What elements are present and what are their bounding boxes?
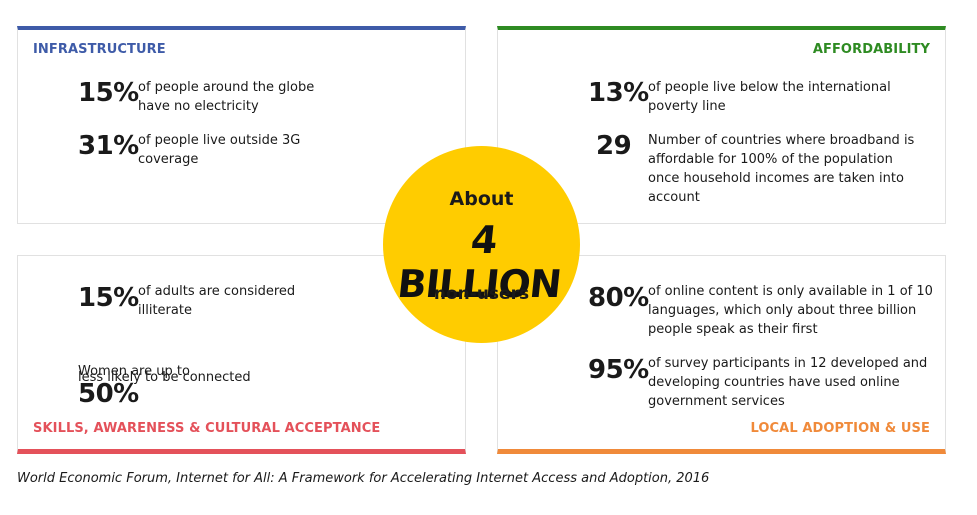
center-circle: About 4 BILLION non-users (383, 146, 580, 343)
center-non-users: non-users (433, 284, 530, 304)
local-stat-1-text: of online content is only available in 1… (648, 284, 933, 337)
source-citation: World Economic Forum, Internet for All: … (17, 471, 710, 486)
skills-women-prefix: Women are up to (78, 364, 190, 379)
skills-women-stat: Women are up to 50% (78, 339, 190, 410)
affordability-stat-2-value: 29 (596, 131, 632, 161)
local-adoption-panel: 80% of online content is only available … (497, 255, 946, 454)
infrastructure-stat-1-text: of people around the globe have no elect… (138, 80, 315, 114)
affordability-title: AFFORDABILITY (812, 42, 930, 57)
affordability-stat-2-text: Number of countries where broadband is a… (648, 133, 915, 205)
infrastructure-stat-2-text: of people live outside 3G coverage (138, 133, 301, 167)
infrastructure-stat-2-value: 31% (78, 131, 139, 161)
infrastructure-stat-1-value: 15% (78, 78, 139, 108)
local-stat-2-text: of survey participants in 12 developed a… (648, 356, 928, 409)
infrastructure-panel: INFRASTRUCTURE 15% of people around the … (17, 26, 466, 224)
local-stat-2-value: 95% (588, 355, 649, 385)
local-stat-1-value: 80% (588, 283, 649, 313)
skills-women-value: 50% (78, 379, 139, 409)
affordability-stat-1-value: 13% (588, 78, 649, 108)
skills-panel: 15% of adults are considered illiterate … (17, 255, 466, 454)
affordability-stat-1-text: of people live below the international p… (648, 80, 891, 114)
skills-women-suffix: less likely to be connected (78, 370, 251, 385)
local-adoption-title: LOCAL ADOPTION & USE (750, 421, 930, 436)
center-about: About (449, 188, 514, 210)
skills-title: SKILLS, AWARENESS & CULTURAL ACCEPTANCE (33, 421, 381, 436)
skills-stat-1-value: 15% (78, 283, 139, 313)
affordability-panel: AFFORDABILITY 13% of people live below t… (497, 26, 946, 224)
infrastructure-title: INFRASTRUCTURE (33, 42, 166, 57)
skills-stat-1-text: of adults are considered illiterate (138, 284, 296, 318)
